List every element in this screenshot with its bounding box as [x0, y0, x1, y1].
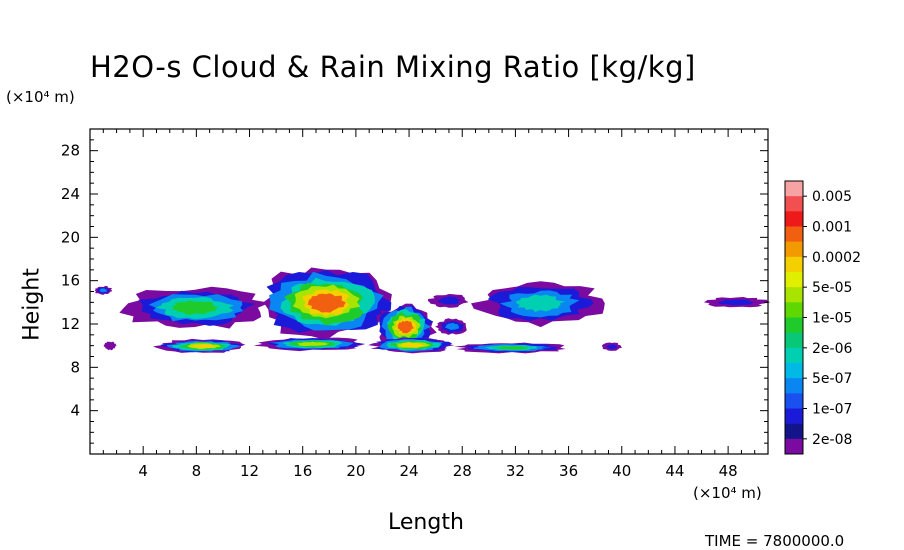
cloud-contour	[718, 299, 754, 306]
colorbar-swatch	[785, 302, 803, 318]
x-tick-label: 40	[612, 462, 631, 480]
cloud-contour	[103, 341, 117, 351]
cloud-contour	[605, 344, 618, 350]
colorbar-swatch	[785, 211, 803, 227]
y-tick-label: 8	[70, 358, 80, 376]
colorbar-label: 0.001	[812, 220, 852, 236]
y-tick-label: 4	[70, 402, 80, 420]
cloud-contour	[189, 344, 216, 349]
cloud-field	[94, 267, 771, 354]
colorbar-swatch	[785, 226, 803, 242]
colorbar-label: 1e-07	[812, 402, 852, 418]
x-tick-label: 8	[192, 462, 202, 480]
x-tick-label: 44	[665, 462, 684, 480]
colorbar-swatch	[785, 272, 803, 288]
colorbar-label: 0.005	[812, 189, 852, 205]
y-tick-label: 24	[61, 185, 80, 203]
colorbar-swatch	[785, 256, 803, 273]
colorbar-swatch	[785, 332, 803, 349]
x-tick-label: 32	[506, 462, 525, 480]
colorbar-swatch	[785, 408, 803, 424]
y-axis-unit: (×10⁴ m)	[6, 88, 75, 106]
cloud-contour	[515, 294, 566, 312]
x-tick-label: 20	[346, 462, 365, 480]
colorbar: 0.005 0.001 0.0002 5e-05 1e-05 2e-06 5e-07 1e-0…	[784, 180, 861, 455]
x-tick-label: 24	[400, 462, 419, 480]
colorbar-swatch	[785, 438, 803, 455]
x-tick-label: 12	[240, 462, 259, 480]
colorbar-label: 0.0002	[812, 250, 861, 266]
colorbar-label: 2e-08	[812, 432, 852, 448]
x-tick-label: 28	[453, 462, 472, 480]
x-tick-label: 48	[719, 462, 738, 480]
cloud-contour	[171, 300, 219, 316]
y-tick-label: 16	[61, 272, 80, 290]
cloud-contour	[436, 296, 461, 305]
colorbar-swatch	[785, 317, 803, 333]
x-tick-label: 36	[559, 462, 578, 480]
colorbar-swatch	[785, 181, 803, 197]
chart-title: H2O-s Cloud & Rain Mixing Ratio [kg/kg]	[90, 50, 696, 84]
cloud-contour	[492, 346, 530, 350]
colorbar-swatch	[785, 363, 803, 379]
y-tick-label: 28	[61, 142, 80, 160]
colorbar-label: 5e-07	[812, 371, 852, 387]
x-tick-label: 4	[138, 462, 148, 480]
cloud-contour	[307, 293, 346, 313]
colorbar-label: 5e-05	[812, 280, 852, 296]
cloud-contour	[296, 341, 329, 347]
cloud-contour	[397, 320, 414, 334]
colorbar-swatch	[785, 287, 803, 303]
colorbar-label: 2e-06	[812, 341, 852, 357]
colorbar-swatch	[785, 393, 803, 409]
cloud-contour	[444, 322, 460, 331]
x-tick-label: 16	[293, 462, 312, 480]
x-axis-unit: (×10⁴ m)	[693, 484, 762, 502]
colorbar-swatch	[785, 423, 803, 440]
colorbar-swatch	[785, 347, 803, 364]
cloud-contour	[400, 342, 425, 348]
colorbar-swatch	[785, 196, 803, 212]
y-tick-label: 12	[61, 315, 80, 333]
x-axis-label: Length	[388, 510, 464, 535]
cloud-contour	[99, 288, 107, 293]
y-tick-label: 20	[61, 228, 80, 246]
colorbar-swatch	[785, 241, 803, 258]
colorbar-label: 1e-05	[812, 311, 852, 327]
colorbar-swatch	[785, 378, 803, 394]
